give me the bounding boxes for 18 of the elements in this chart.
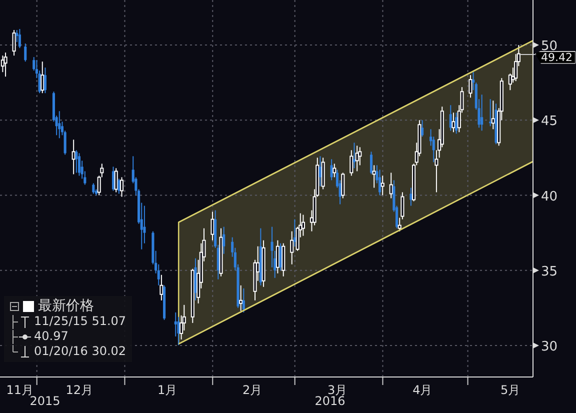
- x-tick-label: 4月: [412, 383, 432, 397]
- x-tick-label: 2月: [242, 383, 262, 397]
- x-tick-label: 3月: [328, 383, 348, 397]
- y-tick-label: 30: [541, 339, 558, 354]
- text: 2016: [314, 394, 346, 408]
- annotation: 11/25/15 51.07: [34, 314, 126, 329]
- x-tick-label: 11月: [6, 383, 34, 397]
- y-tick-label: 40: [541, 189, 558, 204]
- y-tick-label: 35: [541, 264, 558, 280]
- y-tick-label: 45: [541, 114, 558, 130]
- x-tick-label: 12月: [66, 383, 94, 397]
- annotation: 40.97: [34, 329, 68, 344]
- annotation: 01/20/16 30.02: [34, 344, 126, 359]
- annotation: 49.42: [535, 50, 576, 64]
- x-tick-label: 5月: [500, 383, 520, 397]
- x-tick-label: 1月: [157, 383, 178, 397]
- legend-label: 最新价格: [38, 298, 94, 314]
- text: 2015: [30, 394, 60, 408]
